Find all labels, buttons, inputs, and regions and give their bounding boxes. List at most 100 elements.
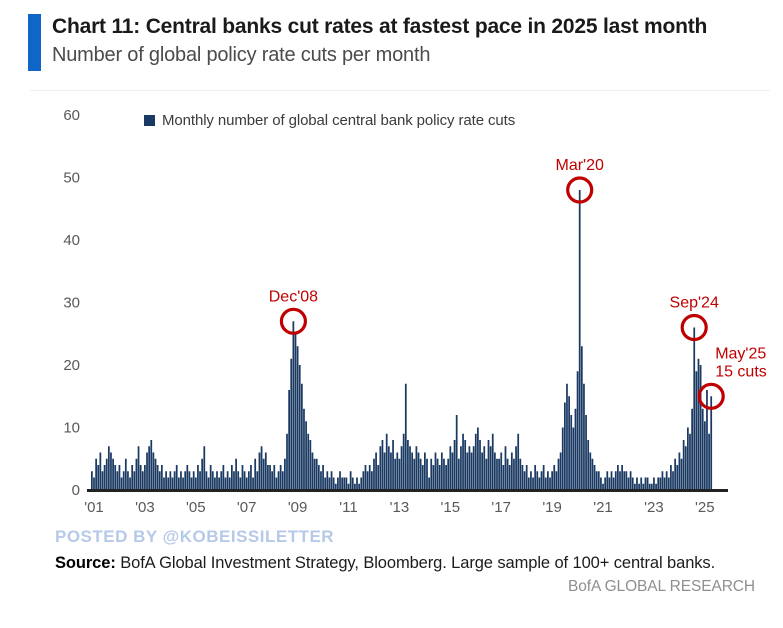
bar [245,477,248,490]
bar [163,477,165,490]
bar [621,465,623,490]
bar [250,465,252,490]
bar [593,465,596,490]
bar [239,477,242,490]
y-tick-label: 10 [63,420,80,437]
bar [553,465,556,490]
bar [141,471,144,490]
bar [400,446,403,490]
bar [540,471,543,490]
bar [97,465,100,490]
bar [434,452,437,490]
bar [457,458,460,490]
bar [256,471,259,490]
bar [449,446,452,490]
bar [279,465,282,490]
bar [580,346,583,490]
bar [307,433,310,490]
bar [536,471,539,490]
bar [653,477,655,490]
bar [154,458,157,490]
bar [390,452,392,490]
title-accent-bar [28,14,41,71]
bar [684,446,687,490]
bar [118,465,121,490]
bar [133,471,136,490]
bar [286,433,288,490]
bar [699,365,702,490]
bar [487,440,490,490]
bar [173,471,176,490]
bar [116,471,119,490]
bar [122,471,125,490]
bar [530,471,532,490]
bar [247,471,250,490]
bar [192,471,195,490]
x-tick-label: '11 [339,499,357,516]
bar [600,477,602,490]
bar [351,477,354,490]
bar [324,477,327,490]
annotation-circle [566,176,594,204]
x-tick-label: '01 [84,499,104,516]
bar [646,477,649,490]
bar [233,471,235,490]
bar [158,471,161,490]
bar [417,452,420,490]
bar [267,465,269,490]
bar [625,471,628,490]
bar [693,327,696,490]
bar [602,483,604,490]
bar [644,477,647,490]
bar [332,477,335,490]
bar [566,383,568,490]
bar [230,465,233,490]
bar [385,433,388,490]
legend: Monthly number of global central bank po… [144,112,515,129]
annotation-circle [680,313,708,342]
bar [629,471,632,490]
bar [152,452,155,490]
bar [421,465,424,490]
bar [284,458,286,490]
bar [472,446,475,490]
bar [638,483,640,490]
bar [648,483,651,490]
bar [294,333,297,490]
bar [525,465,528,490]
bar [508,465,511,490]
bar [534,465,537,490]
bar [186,465,189,490]
bar [341,477,344,490]
annotation-label: 15 cuts [715,363,767,380]
bar [137,446,140,490]
bar [510,452,513,490]
bar [148,446,151,490]
bar [589,452,592,490]
bar [455,415,458,490]
bar [597,471,600,490]
bar [107,446,110,490]
bar [576,371,579,490]
bar [156,465,159,490]
annotation-label: May'25 [715,345,766,362]
bar [549,477,551,490]
bar [129,477,131,490]
bar [500,452,503,490]
bar [682,440,685,490]
bar [199,471,201,490]
bar [320,471,322,490]
bar [542,465,545,490]
bar [387,446,390,490]
bar [506,458,509,490]
bar [409,446,411,490]
x-tick-label: '25 [695,499,715,516]
bar [424,452,426,490]
bar [631,477,634,490]
bar [667,477,670,490]
bar [617,465,619,490]
bar [411,452,414,490]
bar [521,465,524,490]
bar [551,471,554,490]
bar [493,452,496,490]
